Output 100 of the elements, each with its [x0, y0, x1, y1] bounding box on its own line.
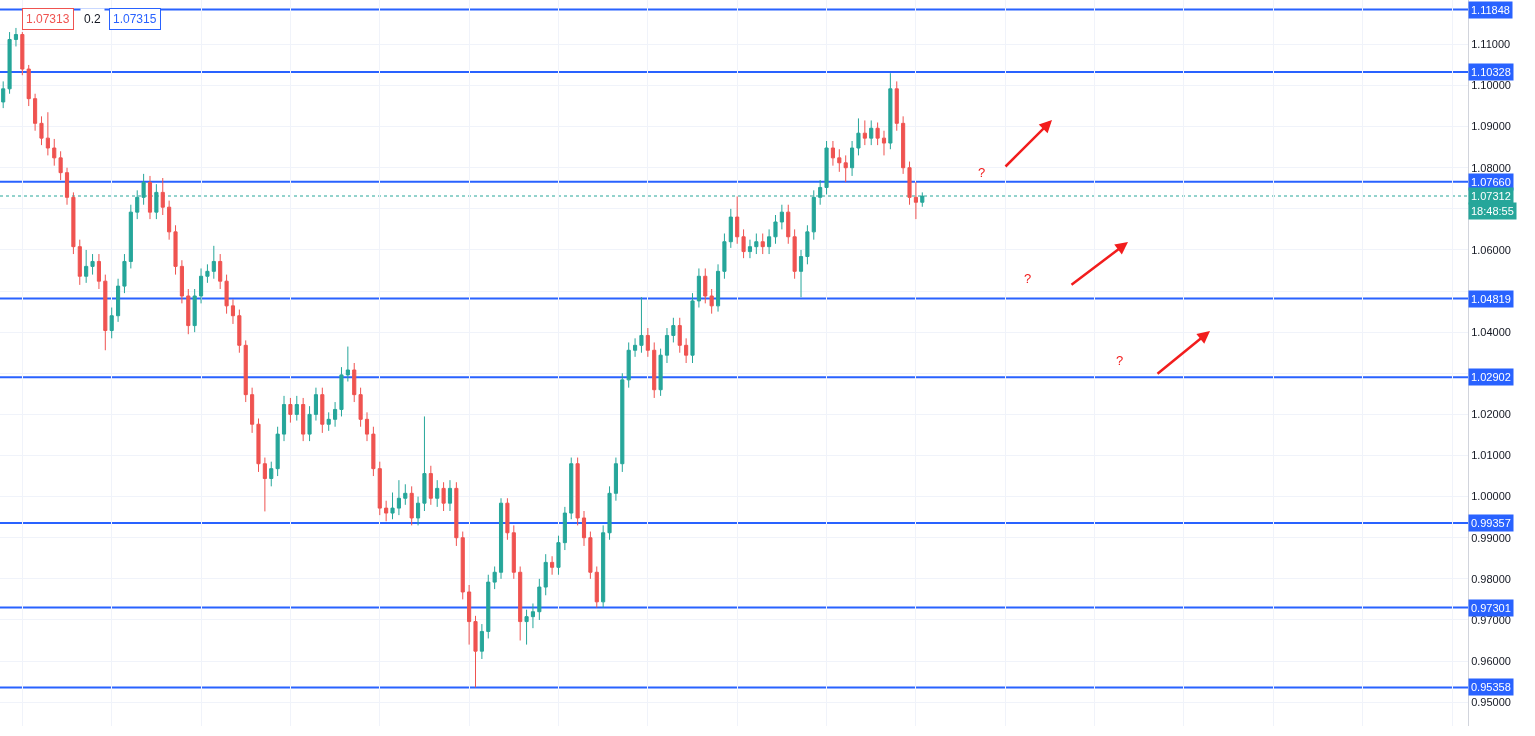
candlestick — [301, 397, 306, 442]
candlestick — [486, 574, 491, 639]
candlestick — [511, 524, 516, 580]
candlestick — [492, 565, 497, 590]
candlestick — [192, 288, 197, 333]
candlestick — [645, 327, 650, 358]
candlestick — [894, 80, 899, 132]
candlestick — [333, 401, 338, 428]
candlestick — [664, 327, 670, 364]
y-tick-label: 1.04000 — [1471, 326, 1511, 339]
candlestick — [352, 362, 357, 403]
candlestick — [639, 296, 644, 354]
candlestick — [326, 411, 331, 432]
candlestick — [524, 609, 529, 646]
candlestick — [441, 481, 446, 512]
candlestick — [575, 457, 580, 526]
ref-line-label: 0.97301 — [1471, 602, 1511, 614]
candlestick — [160, 177, 165, 216]
candlestick — [594, 565, 599, 609]
candlestick — [237, 309, 242, 354]
candlestick — [364, 411, 370, 442]
candlestick — [581, 510, 587, 547]
annotation: 0.2 — [84, 12, 102, 26]
y-tick-label: 1.06000 — [1471, 243, 1511, 256]
y-tick-label: 0.99000 — [1471, 531, 1511, 544]
candlestick — [167, 200, 172, 241]
y-tick-label: 0.97000 — [1471, 613, 1511, 626]
candlestick — [562, 506, 567, 551]
candlestick — [230, 298, 236, 325]
candlestick — [830, 140, 835, 167]
candlestick — [498, 497, 504, 580]
candlestick — [505, 497, 510, 541]
candlestick — [530, 602, 536, 629]
annotation: ? — [1024, 271, 1032, 286]
ref-line-label: 1.02902 — [1471, 371, 1511, 383]
candlestick — [1, 80, 6, 109]
candlestick — [447, 479, 453, 512]
candlestick — [881, 130, 887, 156]
candlestick — [518, 565, 523, 641]
candlestick — [109, 307, 114, 339]
annotation: ? — [1116, 353, 1124, 368]
candlestick — [658, 348, 663, 397]
ref-line-label: 0.99357 — [1471, 517, 1511, 529]
candlestick — [339, 366, 344, 417]
candlestick — [58, 150, 63, 181]
candlestick — [569, 457, 574, 520]
candlestick — [186, 288, 191, 335]
candlestick — [281, 395, 287, 442]
candlestick — [147, 175, 153, 220]
text: 18:48:55 — [1471, 205, 1514, 217]
candlestick — [690, 292, 695, 364]
candlestick — [377, 461, 382, 516]
candlestick — [709, 288, 714, 315]
y-tick-label: 1.08000 — [1471, 161, 1511, 174]
y-tick-label: 1.10000 — [1471, 79, 1511, 92]
candlestick — [428, 465, 433, 506]
candlestick — [77, 239, 82, 286]
candlestick — [715, 263, 721, 313]
candlestick — [779, 204, 784, 230]
candlestick — [243, 339, 248, 403]
y-tick-label: 1.11000 — [1471, 38, 1511, 51]
candlestick — [116, 278, 121, 323]
candlestick — [601, 524, 606, 609]
candlestick — [588, 531, 593, 580]
candlestick — [735, 196, 740, 245]
candlestick — [652, 341, 657, 399]
candlestick — [786, 204, 791, 245]
candlestick — [869, 119, 874, 146]
candlestick — [467, 584, 472, 646]
candlestick — [39, 115, 44, 146]
candlestick — [403, 483, 408, 506]
candlestick — [875, 122, 880, 146]
candlestick — [722, 233, 727, 280]
candlestick — [479, 623, 484, 660]
candlestick — [71, 191, 76, 255]
candlestick — [390, 492, 395, 520]
candlestick — [907, 161, 912, 206]
candlestick — [671, 317, 676, 343]
candlestick — [198, 267, 204, 304]
candlestick — [358, 387, 363, 428]
candlestick — [805, 224, 810, 265]
y-tick-label: 1.02000 — [1471, 408, 1511, 421]
candlestick — [275, 426, 280, 477]
candlestick — [792, 228, 797, 280]
candlestick — [269, 461, 274, 487]
candlestick — [345, 346, 350, 382]
candlestick — [850, 140, 855, 177]
candlestick — [760, 233, 765, 255]
candlestick — [84, 249, 89, 284]
candlestick — [20, 31, 25, 76]
candlestick — [543, 553, 548, 596]
candlestick — [52, 138, 57, 167]
candlestick — [384, 500, 389, 522]
candlestick — [416, 496, 421, 526]
candlestick — [205, 263, 210, 284]
candlestick — [371, 426, 376, 477]
candlestick — [747, 239, 753, 259]
ref-line-label: 1.07312 — [1471, 190, 1511, 202]
candlestick — [422, 415, 427, 512]
candlestick — [26, 64, 31, 107]
